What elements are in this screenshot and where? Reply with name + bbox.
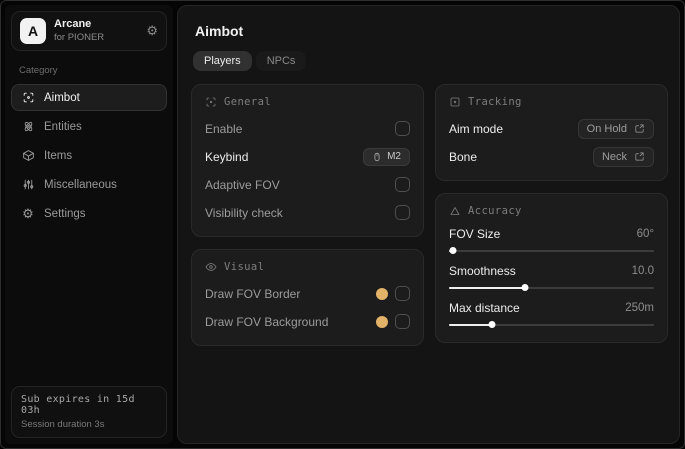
setting-row: Aim mode On Hold: [449, 118, 654, 139]
draw-fov-border-checkbox[interactable]: [395, 286, 410, 301]
category-label: Category: [19, 65, 58, 76]
expand-icon: [635, 124, 644, 133]
sub-expiry-text: Sub expires in 15d 03h: [21, 394, 135, 416]
visibility-check-checkbox[interactable]: [395, 205, 410, 220]
enable-checkbox[interactable]: [395, 121, 410, 136]
app-logo: A: [20, 18, 46, 44]
setting-row: Bone Neck: [449, 146, 654, 167]
subscription-card: Sub expires in 15d 03h Session duration …: [11, 386, 167, 438]
keybind-value: M2: [387, 151, 401, 162]
mouse-icon: [374, 152, 380, 161]
card-title: Accuracy: [468, 205, 522, 217]
card-title: Tracking: [468, 96, 522, 108]
keybind-button[interactable]: M2: [363, 147, 410, 166]
slider-value: 10.0: [631, 265, 654, 277]
setting-row: Draw FOV Background: [205, 311, 410, 332]
tracking-card: Tracking Aim mode On Hold Bone Neck: [435, 84, 668, 181]
atom-icon: [21, 120, 35, 134]
setting-label: Aim mode: [449, 121, 504, 136]
aim-mode-dropdown[interactable]: On Hold: [577, 118, 654, 139]
sidebar: A Arcane for PIONER ⚙ Category Aimbot En…: [5, 5, 173, 444]
general-card: General Enable Keybind M2 Adap: [191, 84, 424, 237]
setting-label: Draw FOV Border: [205, 286, 301, 301]
sidebar-item-items[interactable]: Items: [11, 142, 167, 169]
main-panel: Aimbot Players NPCs General Enable: [177, 5, 680, 444]
page-title: Aimbot: [195, 23, 244, 39]
setting-row: Draw FOV Border: [205, 283, 410, 304]
setting-label: Adaptive FOV: [205, 177, 280, 192]
gear-icon[interactable]: ⚙: [146, 23, 158, 38]
visual-card: Visual Draw FOV Border Draw FOV Backgrou…: [191, 249, 424, 346]
tab-bar: Players NPCs: [193, 51, 668, 71]
fov-size-slider[interactable]: [449, 246, 654, 255]
sidebar-item-aimbot[interactable]: Aimbot: [11, 84, 167, 111]
triangle-icon: [450, 207, 460, 215]
session-duration-text: Session duration 3s: [21, 419, 105, 430]
setting-label: Smoothness: [449, 264, 516, 278]
card-title: Visual: [224, 261, 265, 273]
slider-thumb[interactable]: [449, 247, 457, 254]
package-icon: [21, 149, 35, 163]
setting-label: Max distance: [449, 301, 520, 315]
gear-icon: ⚙: [22, 206, 34, 221]
setting-row: Visibility check: [205, 202, 410, 223]
slider-thumb[interactable]: [521, 284, 529, 291]
tab-npcs[interactable]: NPCs: [255, 51, 307, 71]
sidebar-item-label: Aimbot: [44, 91, 80, 104]
sidebar-item-label: Miscellaneous: [44, 178, 117, 191]
setting-label: Visibility check: [205, 205, 283, 220]
eye-icon: [205, 263, 217, 271]
setting-label: Bone: [449, 149, 478, 164]
smoothness-slider[interactable]: [449, 283, 654, 292]
logo-letter: A: [27, 23, 39, 39]
sliders-icon: [21, 178, 35, 192]
adaptive-fov-checkbox[interactable]: [395, 177, 410, 192]
setting-label: Enable: [205, 121, 243, 136]
max-distance-slider[interactable]: [449, 320, 654, 329]
sidebar-item-label: Entities: [44, 120, 82, 133]
cards-grid: General Enable Keybind M2 Adap: [191, 84, 668, 346]
setting-row: Enable: [205, 118, 410, 139]
slider-thumb[interactable]: [488, 321, 496, 328]
draw-fov-background-checkbox[interactable]: [395, 314, 410, 329]
slider-value: 60°: [636, 228, 654, 240]
slider-value: 250m: [625, 302, 654, 314]
sidebar-item-miscellaneous[interactable]: Miscellaneous: [11, 171, 167, 198]
max-distance-setting: Max distance 250m: [449, 301, 654, 329]
setting-row: Keybind M2: [205, 146, 410, 167]
fov-border-color-swatch[interactable]: [376, 287, 388, 300]
expand-icon: [635, 152, 644, 161]
app-subtitle: for PIONER: [54, 31, 105, 43]
sidebar-nav: Aimbot Entities Items Miscellaneous: [11, 84, 167, 227]
target-frame-icon: [450, 97, 460, 107]
dropdown-value: On Hold: [586, 122, 627, 135]
brand-card: A Arcane for PIONER ⚙: [11, 11, 167, 51]
crosshair-scan-icon: [21, 91, 35, 105]
setting-label: FOV Size: [449, 227, 501, 241]
sidebar-item-label: Items: [44, 149, 73, 162]
sidebar-item-settings[interactable]: ⚙ Settings: [11, 200, 167, 227]
fov-background-color-swatch[interactable]: [376, 315, 388, 328]
sidebar-item-label: Settings: [44, 207, 86, 220]
accuracy-card: Accuracy FOV Size 60°: [435, 193, 668, 343]
setting-label: Keybind: [205, 149, 249, 164]
tab-players[interactable]: Players: [193, 51, 252, 71]
card-title: General: [224, 96, 272, 108]
app-title: Arcane: [54, 18, 92, 31]
bone-dropdown[interactable]: Neck: [592, 146, 654, 167]
smoothness-setting: Smoothness 10.0: [449, 264, 654, 292]
setting-label: Draw FOV Background: [205, 314, 329, 329]
setting-row: Adaptive FOV: [205, 174, 410, 195]
dropdown-value: Neck: [601, 150, 627, 163]
crosshair-scan-icon: [206, 97, 216, 107]
sidebar-item-entities[interactable]: Entities: [11, 113, 167, 140]
fov-size-setting: FOV Size 60°: [449, 227, 654, 255]
